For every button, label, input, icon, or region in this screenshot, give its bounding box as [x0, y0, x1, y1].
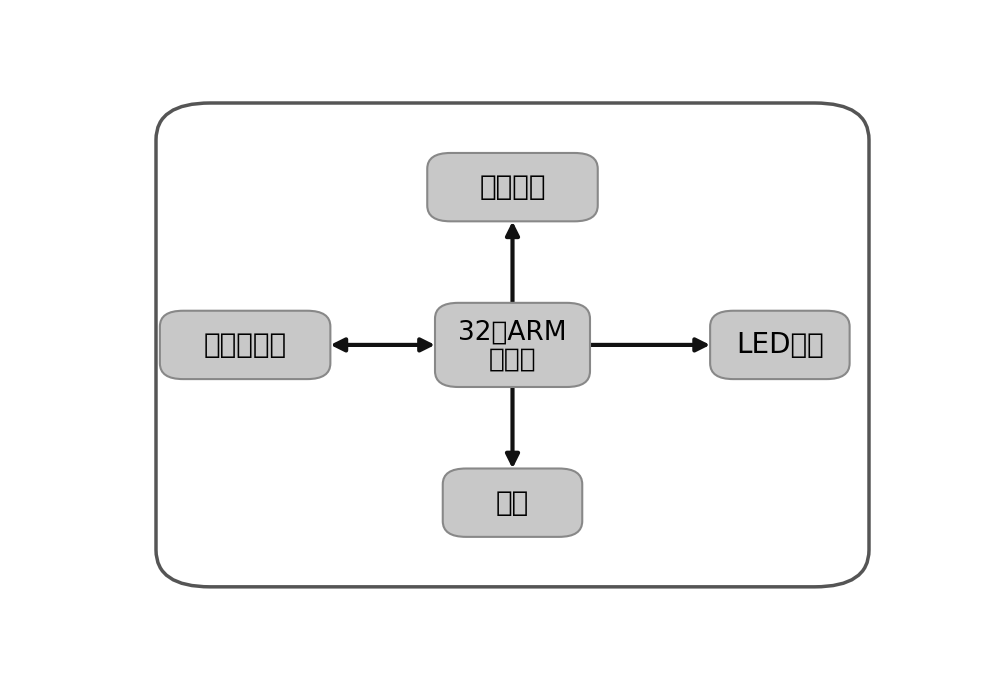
Text: 液晶显示: 液晶显示	[479, 173, 546, 201]
Text: 处理器: 处理器	[489, 347, 536, 373]
Text: 键盘: 键盘	[496, 489, 529, 516]
FancyBboxPatch shape	[427, 153, 598, 221]
Text: 颜色传感器: 颜色传感器	[204, 331, 287, 359]
Text: LED补光: LED补光	[736, 331, 824, 359]
FancyBboxPatch shape	[435, 303, 590, 387]
FancyBboxPatch shape	[443, 469, 582, 537]
Text: 32位ARM: 32位ARM	[458, 319, 567, 346]
FancyBboxPatch shape	[156, 103, 869, 587]
FancyBboxPatch shape	[710, 311, 850, 379]
FancyBboxPatch shape	[160, 311, 330, 379]
